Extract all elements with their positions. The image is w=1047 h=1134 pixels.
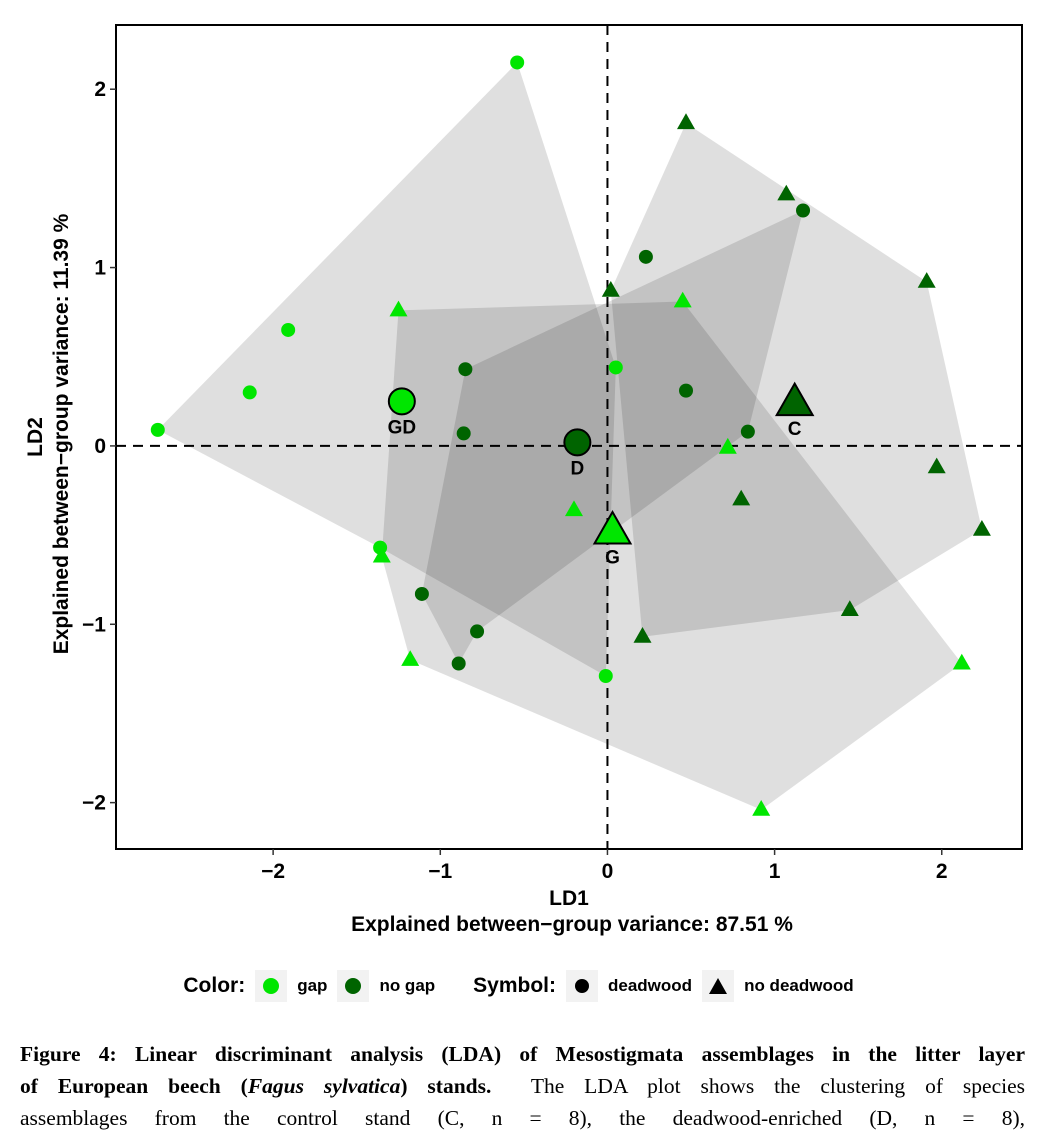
point-gd-3 xyxy=(510,55,525,70)
y-tick-label: −2 xyxy=(82,792,106,815)
hull-g xyxy=(381,301,962,810)
point-c-8 xyxy=(633,627,652,643)
point-gd-1 xyxy=(242,385,257,400)
centroids-layer: GD D G C xyxy=(387,381,815,569)
point-g-2 xyxy=(718,437,737,454)
caption-bold-start: of European beech ( xyxy=(20,1074,248,1098)
x-axis-ticks: −2 −1 0 1 2 xyxy=(261,849,948,883)
point-d-4 xyxy=(451,656,466,671)
y-axis-title: LD2 xyxy=(24,417,47,457)
legend-key-deadwood xyxy=(566,970,598,1002)
point-d-0 xyxy=(458,362,473,377)
point-d-8 xyxy=(740,424,755,439)
legend-key-no-deadwood xyxy=(702,970,735,1002)
centroid-label-gd: GD xyxy=(388,417,417,438)
gap-swatch-icon xyxy=(263,978,280,994)
point-g-3 xyxy=(565,500,583,517)
centroid-g xyxy=(592,509,633,545)
point-c-7 xyxy=(840,600,859,616)
point-d-1 xyxy=(456,426,471,441)
legend-color-title: Color: xyxy=(183,974,246,997)
point-gd-0 xyxy=(150,422,165,437)
caption-bold-end: ) stands. xyxy=(400,1074,492,1098)
point-c-5 xyxy=(972,520,991,536)
legend-key-gap xyxy=(255,970,288,1002)
circle-icon xyxy=(575,979,589,993)
point-g-6 xyxy=(752,800,771,816)
point-g-0 xyxy=(389,300,408,317)
hulls-layer xyxy=(157,62,982,810)
y-tick-label: 1 xyxy=(94,257,106,280)
plot-border xyxy=(115,24,1023,850)
caption-line-3: assemblages from the control stand (C, n… xyxy=(20,1106,1025,1130)
y-axis-subtitle: Explained between−group variance: 11.39 … xyxy=(50,213,73,654)
caption-species: Fagus sylvatica xyxy=(247,1074,401,1098)
legend-label-no-deadwood: no deadwood xyxy=(744,976,854,995)
point-g-5 xyxy=(401,650,420,666)
legend-symbol-title: Symbol: xyxy=(473,974,556,997)
y-axis-ticks: −2 −1 0 1 2 xyxy=(82,78,116,815)
no-gap-swatch-icon xyxy=(345,978,362,994)
centroid-label-c: C xyxy=(788,419,802,440)
legend-key-no-gap xyxy=(337,970,370,1002)
triangle-icon xyxy=(709,978,728,994)
point-c-2 xyxy=(917,272,936,288)
reference-lines xyxy=(116,25,1022,849)
x-tick-label: −1 xyxy=(428,860,452,883)
caption-line-1: Figure 4: Linear discriminant analysis (… xyxy=(20,1042,1025,1066)
lda-chart: GD D G C −2 −1 0 1 2 −2 −1 0 1 2 LD1 Explained betw… xyxy=(24,24,1023,936)
x-tick-label: 1 xyxy=(769,860,781,883)
hull-gd xyxy=(157,62,616,676)
point-d-3 xyxy=(470,624,485,639)
figure-caption: Figure 4: Linear discriminant analysis (… xyxy=(20,1038,1025,1134)
point-gd-2 xyxy=(281,322,296,337)
points-layer xyxy=(150,55,991,816)
hull-d xyxy=(421,210,803,664)
centroid-c xyxy=(774,381,815,417)
legend-label-no-gap: no gap xyxy=(379,976,436,995)
point-g-7 xyxy=(952,653,971,670)
y-tick-label: −1 xyxy=(82,613,106,636)
y-tick-label: 2 xyxy=(94,78,106,101)
x-tick-label: 2 xyxy=(936,860,948,883)
centroid-label-g: G xyxy=(605,548,620,569)
hull-c xyxy=(610,123,982,637)
legend: Color: gap no gap Symbol: deadwood no de… xyxy=(0,968,1047,1004)
point-c-6 xyxy=(732,489,751,506)
legend-label-gap: gap xyxy=(297,976,328,995)
caption-line-2: of European beech (Fagus sylvatica) stan… xyxy=(20,1070,1025,1102)
point-c-1 xyxy=(777,184,796,201)
point-c-3 xyxy=(601,281,620,297)
point-g-4 xyxy=(372,546,391,563)
point-c-4 xyxy=(927,457,946,474)
centroid-d xyxy=(563,428,592,457)
y-tick-label: 0 xyxy=(94,435,106,458)
point-g-1 xyxy=(673,291,692,308)
point-d-5 xyxy=(638,249,653,264)
x-tick-label: 0 xyxy=(602,860,614,883)
point-c-0 xyxy=(677,113,695,130)
centroid-label-d: D xyxy=(570,458,584,479)
centroid-gd xyxy=(387,387,416,416)
point-gd-4 xyxy=(608,360,623,375)
caption-text: The LDA plot shows the clustering of spe… xyxy=(530,1074,1025,1098)
point-d-6 xyxy=(796,203,811,218)
point-d-7 xyxy=(679,383,694,398)
x-axis-subtitle: Explained between−group variance: 87.51 … xyxy=(351,913,793,936)
point-gd-5 xyxy=(598,668,613,683)
point-d-2 xyxy=(414,586,429,601)
legend-label-deadwood: deadwood xyxy=(608,976,693,995)
x-tick-label: −2 xyxy=(261,860,285,883)
x-axis-title: LD1 xyxy=(549,887,589,910)
